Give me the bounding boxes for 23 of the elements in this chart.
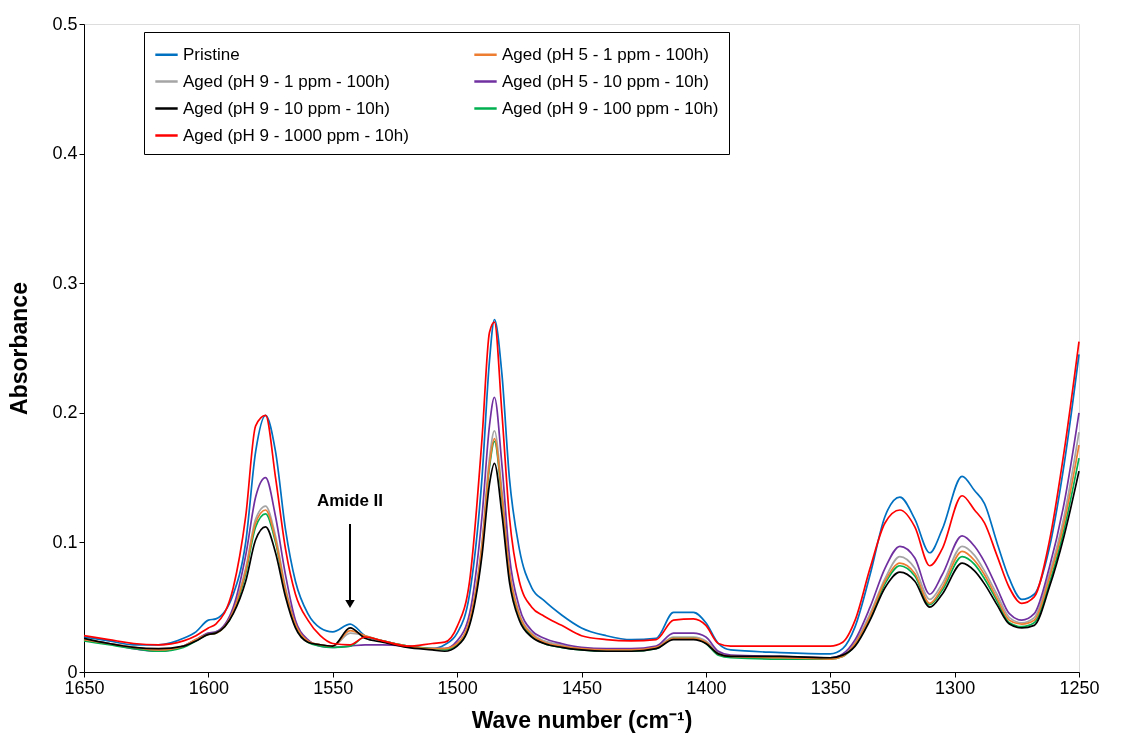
x-tick-label: 1300	[935, 677, 976, 698]
legend-label: Aged (pH 9 - 1 ppm - 100h)	[183, 71, 390, 91]
x-tick-label: 1450	[561, 677, 603, 698]
y-tick-label: 0.2	[52, 402, 78, 423]
legend-label: Aged (pH 9 - 100 ppm - 10h)	[502, 98, 719, 118]
legend-label: Aged (pH 5 - 10 ppm - 10h)	[502, 71, 709, 91]
x-tick-label: 1250	[1059, 677, 1100, 698]
y-axis-title: Absorbance	[6, 282, 33, 415]
legend-label: Pristine	[183, 44, 240, 64]
x-tick-label: 1400	[686, 677, 727, 698]
y-tick-label: 0.4	[52, 143, 78, 164]
annotation: Amide II	[316, 491, 384, 510]
y-tick-label: 0.1	[52, 531, 78, 552]
x-axis-title: Wave number (cm⁻¹)	[471, 706, 693, 733]
legend-label: Aged (pH 9 - 10 ppm - 10h)	[183, 98, 390, 118]
legend-label: Aged (pH 5 - 1 ppm - 100h)	[502, 44, 709, 64]
x-tick-label: 1350	[810, 677, 851, 698]
x-tick-label: 1600	[188, 677, 229, 698]
x-tick-label: 1500	[437, 677, 478, 698]
y-tick-label: 0.3	[52, 272, 78, 293]
legend-label: Aged (pH 9 - 1000 ppm - 10h)	[183, 125, 409, 145]
y-tick-label: 0.5	[52, 13, 78, 34]
x-tick-label: 1550	[313, 677, 354, 698]
